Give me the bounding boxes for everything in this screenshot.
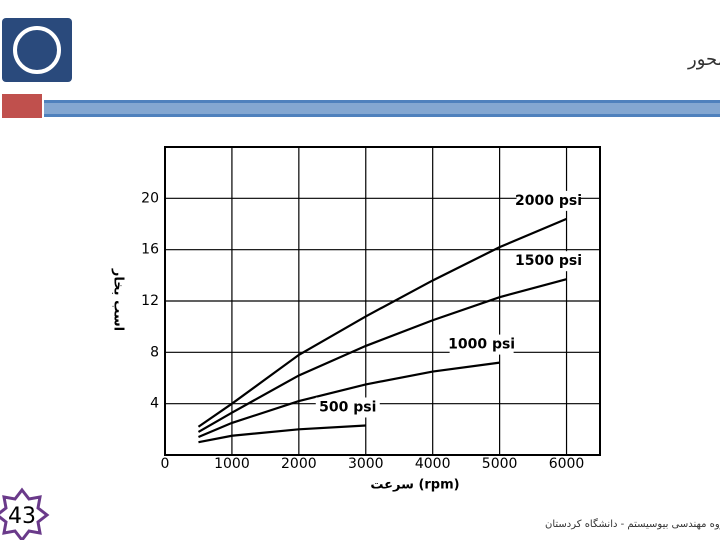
title-bar-shine bbox=[44, 103, 720, 114]
series-label-bg bbox=[315, 397, 380, 418]
series-line bbox=[198, 361, 500, 439]
logo-emblem bbox=[13, 26, 61, 74]
y-tick-label: 12 bbox=[141, 293, 159, 309]
x-axis-label: سرعت (rpm) bbox=[370, 478, 459, 493]
x-tick-label: 4000 bbox=[415, 456, 451, 472]
series-label: 1000 psi bbox=[448, 337, 515, 353]
x-tick-label: 1000 bbox=[214, 456, 250, 472]
series-label: 2000 psi bbox=[515, 193, 582, 209]
x-tick-label: 5000 bbox=[482, 456, 518, 472]
series-label: 500 psi bbox=[319, 399, 376, 415]
page-number: 43 bbox=[8, 504, 36, 529]
y-tick-label: 16 bbox=[141, 242, 159, 258]
x-tick-label: 6000 bbox=[549, 456, 585, 472]
series-line bbox=[197, 278, 567, 433]
series-label: 1500 psi bbox=[515, 253, 582, 269]
series-line bbox=[197, 217, 567, 428]
accent-square bbox=[2, 94, 42, 118]
slide-title: توان خروجی محور موتور بر حسب سرعت محور bbox=[687, 49, 720, 70]
x-tick-label: 2000 bbox=[281, 456, 317, 472]
y-tick-label: 20 bbox=[141, 190, 159, 206]
y-tick-label: 4 bbox=[150, 396, 159, 412]
series-label-bg bbox=[449, 334, 514, 355]
x-tick-label: 0 bbox=[161, 456, 170, 472]
y-tick-label: 8 bbox=[150, 344, 159, 360]
series-label-bg bbox=[516, 251, 581, 272]
x-tick-label: 3000 bbox=[348, 456, 384, 472]
title-bar bbox=[44, 100, 720, 117]
footer: شناخت و طراحی سیستم های هیدرولیک - گروه … bbox=[545, 518, 720, 530]
series-label-bg bbox=[516, 190, 581, 211]
y-axis-label: اسب بخار bbox=[111, 268, 126, 331]
series-line bbox=[198, 424, 366, 444]
chart: 0 1000 2000 3000 4000 5000 6000 4 8 12 16 20 سرعت (r… bbox=[111, 146, 601, 493]
